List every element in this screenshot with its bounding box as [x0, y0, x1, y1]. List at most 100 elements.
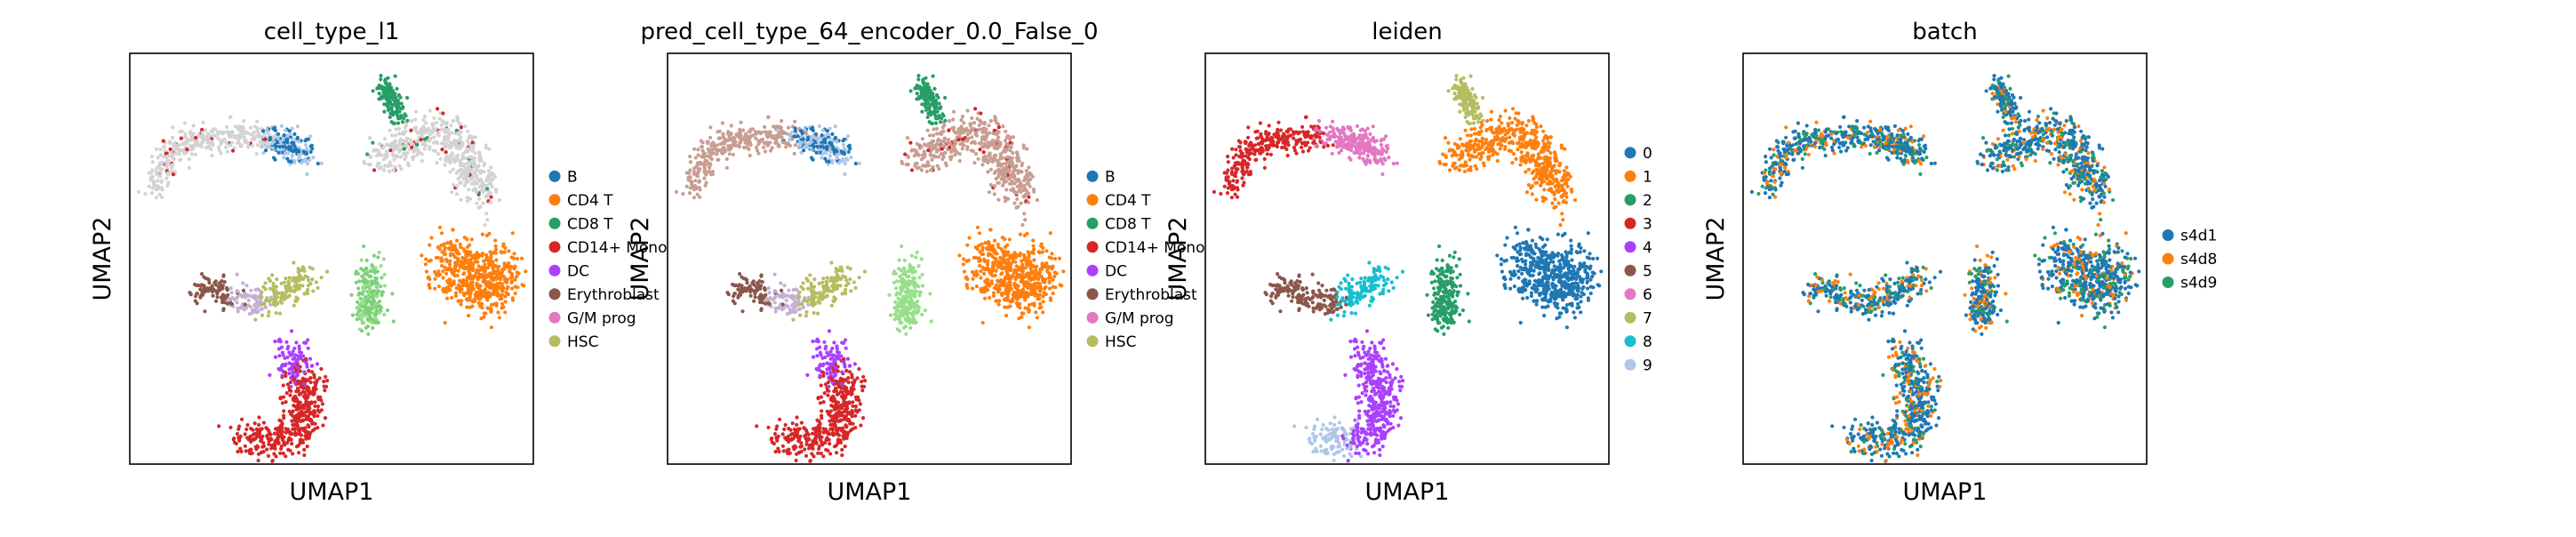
- data-point: [710, 148, 715, 152]
- data-point: [473, 151, 477, 156]
- data-point: [888, 313, 893, 317]
- data-point: [973, 152, 979, 156]
- data-point: [919, 168, 924, 172]
- data-point: [391, 319, 396, 324]
- data-point: [230, 130, 235, 134]
- data-point: [708, 125, 713, 130]
- data-point: [324, 374, 328, 379]
- data-point: [492, 292, 496, 297]
- data-point: [796, 300, 801, 304]
- data-point: [392, 157, 396, 162]
- data-point: [726, 144, 731, 148]
- data-point: [225, 149, 230, 154]
- data-point: [444, 122, 449, 126]
- data-point: [698, 167, 702, 172]
- data-point: [916, 77, 921, 82]
- data-point: [842, 137, 847, 141]
- data-point: [723, 137, 727, 141]
- data-point: [918, 290, 923, 294]
- data-point: [399, 101, 404, 106]
- data-point: [193, 282, 197, 287]
- data-point: [441, 111, 445, 116]
- data-point: [1010, 298, 1014, 302]
- data-point: [946, 140, 950, 145]
- data-point: [282, 133, 286, 138]
- data-point: [243, 302, 247, 307]
- data-point: [394, 139, 398, 143]
- data-point: [1029, 276, 1034, 280]
- data-point: [1031, 187, 1036, 192]
- data-point: [285, 137, 290, 141]
- data-point: [316, 408, 320, 413]
- data-point: [996, 139, 1000, 143]
- data-point: [484, 212, 489, 216]
- data-point: [260, 302, 264, 307]
- data-point: [203, 289, 207, 293]
- data-point: [388, 148, 393, 153]
- data-point: [235, 296, 239, 301]
- data-point: [463, 257, 468, 261]
- data-point: [469, 181, 475, 186]
- data-point: [853, 285, 858, 290]
- data-point: [524, 269, 528, 274]
- data-point: [932, 127, 936, 132]
- data-point: [236, 427, 241, 431]
- data-point: [364, 258, 369, 262]
- data-point: [475, 282, 479, 286]
- data-point: [485, 266, 490, 270]
- data-point: [265, 296, 269, 301]
- data-point: [252, 309, 257, 314]
- data-point: [500, 268, 505, 272]
- data-point: [355, 317, 359, 322]
- data-point: [1026, 285, 1030, 290]
- data-point: [908, 263, 912, 268]
- data-point: [913, 290, 917, 294]
- data-point: [376, 152, 380, 157]
- data-point: [176, 148, 180, 152]
- data-point: [412, 148, 416, 152]
- data-point: [279, 281, 284, 285]
- data-point: [768, 140, 772, 145]
- data-point: [801, 305, 805, 309]
- data-point: [299, 413, 303, 418]
- data-point: [795, 288, 799, 293]
- data-point: [900, 314, 905, 318]
- data-point: [452, 159, 457, 164]
- data-point: [1004, 297, 1008, 301]
- data-point: [906, 300, 910, 304]
- data-point: [236, 309, 240, 314]
- data-point: [988, 228, 993, 232]
- data-point: [1001, 183, 1005, 188]
- data-point: [782, 284, 787, 288]
- data-point: [216, 289, 220, 293]
- data-point: [295, 136, 300, 140]
- data-point: [253, 317, 258, 322]
- data-point: [440, 118, 444, 123]
- data-point: [297, 286, 302, 291]
- data-point: [370, 279, 374, 284]
- data-point: [961, 262, 965, 267]
- data-point: [256, 458, 260, 463]
- data-point: [424, 121, 428, 125]
- data-point: [844, 287, 848, 292]
- data-point: [716, 157, 721, 162]
- data-point: [350, 313, 355, 317]
- data-point: [982, 271, 987, 276]
- data-point: [279, 124, 284, 128]
- data-point: [373, 301, 378, 306]
- data-point: [1030, 301, 1035, 307]
- data-point: [835, 156, 840, 160]
- data-point: [990, 264, 995, 268]
- data-point: [268, 432, 273, 437]
- data-point: [937, 101, 941, 106]
- data-point: [165, 154, 170, 158]
- data-point: [905, 136, 910, 140]
- data-point: [483, 262, 487, 267]
- data-point: [476, 260, 480, 264]
- data-point: [431, 148, 436, 153]
- legend-label: CD8 T: [567, 215, 613, 233]
- data-point: [503, 294, 508, 299]
- data-point: [1044, 292, 1048, 297]
- data-point: [492, 269, 498, 274]
- data-point: [263, 305, 268, 309]
